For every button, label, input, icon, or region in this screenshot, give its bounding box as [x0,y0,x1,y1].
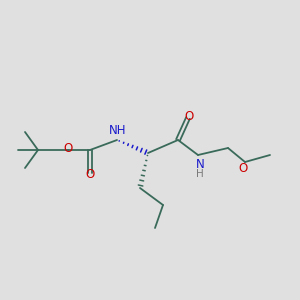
Text: O: O [63,142,73,155]
Text: O: O [85,169,94,182]
Text: H: H [196,169,204,179]
Text: N: N [196,158,204,172]
Text: O: O [238,163,247,176]
Text: O: O [184,110,194,124]
Text: NH: NH [109,124,127,137]
